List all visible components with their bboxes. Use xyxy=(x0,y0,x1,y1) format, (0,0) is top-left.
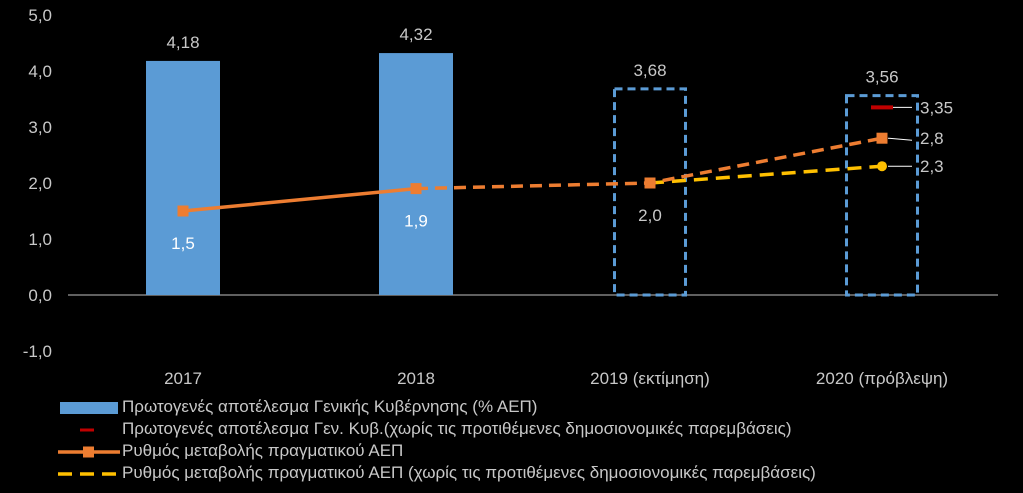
y-tick-label: -1,0 xyxy=(23,342,52,361)
legend-swatch xyxy=(58,422,120,436)
bar-2 xyxy=(613,87,687,297)
orange-value-label: 1,9 xyxy=(404,212,428,231)
orange-point xyxy=(177,205,189,217)
bar-0 xyxy=(146,60,220,295)
x-tick-label: 2018 xyxy=(397,369,435,388)
red-marker-value-label: 3,35 xyxy=(920,98,953,117)
leader-line xyxy=(887,137,913,141)
y-tick-label: 2,0 xyxy=(28,174,52,193)
orange-value-label: 2,0 xyxy=(638,206,662,225)
bar-1 xyxy=(379,53,453,295)
x-tick-label: 2019 (εκτίμηση) xyxy=(590,369,710,388)
orange-point xyxy=(644,177,656,189)
legend-swatch xyxy=(58,466,120,480)
legend-swatch xyxy=(58,444,120,458)
y-tick-label: 1,0 xyxy=(28,230,52,249)
legend-swatch xyxy=(58,400,120,414)
yellow-value-label: 2,3 xyxy=(920,157,944,176)
bar-value-label: 3,68 xyxy=(633,61,666,80)
y-tick-label: 4,0 xyxy=(28,62,52,81)
legend-item: Πρωτογενές αποτέλεσμα Γενικής Κυβέρνησης… xyxy=(58,396,1018,418)
x-tick-label: 2020 (πρόβλεψη) xyxy=(816,369,948,388)
orange-point xyxy=(876,132,888,144)
y-tick-label: 5,0 xyxy=(28,6,52,25)
yellow-point xyxy=(877,161,887,172)
bar-value-label: 3,56 xyxy=(865,68,898,87)
yellow-dashed-line xyxy=(649,164,883,185)
bar-3 xyxy=(845,94,919,297)
bar-value-label: 4,18 xyxy=(166,33,199,52)
orange-value-label: 2,8 xyxy=(920,129,944,148)
orange-solid-line xyxy=(182,186,417,213)
legend-label: Πρωτογενές αποτέλεσμα Γεν. Κυβ.(χωρίς τι… xyxy=(122,419,792,438)
orange-value-label: 1,5 xyxy=(171,234,195,253)
legend-item: Πρωτογενές αποτέλεσμα Γεν. Κυβ.(χωρίς τι… xyxy=(58,418,1018,440)
legend: Πρωτογενές αποτέλεσμα Γενικής Κυβέρνησης… xyxy=(58,396,1018,484)
bar-value-label: 4,32 xyxy=(399,25,432,44)
legend-item: Ρυθμός μεταβολής πραγματικού ΑΕΠ (χωρίς … xyxy=(58,462,1018,484)
legend-label: Ρυθμός μεταβολής πραγματικού ΑΕΠ xyxy=(122,441,404,460)
x-tick-label: 2017 xyxy=(164,369,202,388)
legend-item: Ρυθμός μεταβολής πραγματικού ΑΕΠ xyxy=(58,440,1018,462)
y-tick-label: 3,0 xyxy=(28,118,52,137)
y-tick-label: 0,0 xyxy=(28,286,52,305)
legend-label: Ρυθμός μεταβολής πραγματικού ΑΕΠ (χωρίς … xyxy=(122,463,816,482)
orange-point xyxy=(410,183,422,195)
legend-label: Πρωτογενές αποτέλεσμα Γενικής Κυβέρνησης… xyxy=(122,397,538,416)
